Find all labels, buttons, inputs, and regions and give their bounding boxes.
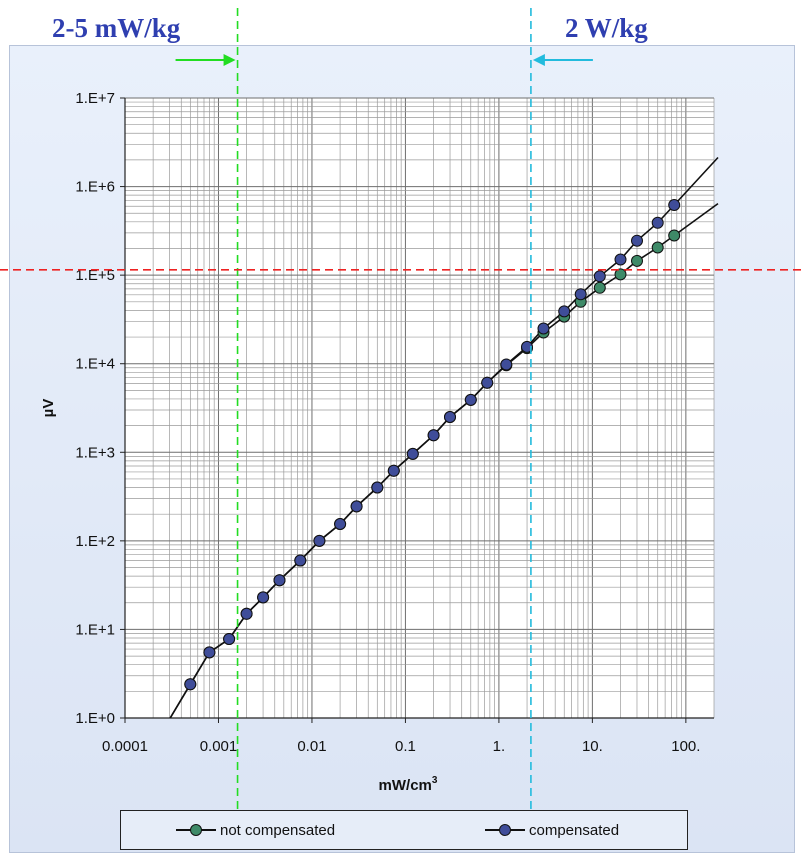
y-tick-label: 1.E+0 xyxy=(75,710,115,727)
data-point-compensated xyxy=(351,501,362,512)
left-annotation: 2-5 mW/kg xyxy=(52,13,180,44)
data-point-compensated xyxy=(652,217,663,228)
data-point-compensated xyxy=(224,634,235,645)
data-point-compensated xyxy=(559,306,570,317)
arrow-head-left xyxy=(224,54,236,66)
y-tick-label: 1.E+1 xyxy=(75,621,115,638)
data-point-not-compensated xyxy=(632,255,643,266)
y-tick-label: 1.E+7 xyxy=(75,90,115,107)
x-tick-label: 1. xyxy=(493,738,506,755)
data-point-compensated xyxy=(388,465,399,476)
data-point-compensated xyxy=(615,254,626,265)
grid-layer xyxy=(125,98,714,718)
legend-label-compensated: compensated xyxy=(529,822,619,839)
data-point-compensated xyxy=(632,235,643,246)
data-point-compensated xyxy=(407,448,418,459)
right-annotation: 2 W/kg xyxy=(565,13,648,44)
data-point-compensated xyxy=(482,377,493,388)
arrow-head-right xyxy=(533,54,545,66)
x-tick-label: 0.001 xyxy=(200,738,238,755)
y-tick-label: 1.E+2 xyxy=(75,533,115,550)
data-point-compensated xyxy=(204,647,215,658)
x-tick-label: 0.01 xyxy=(297,738,326,755)
data-point-compensated xyxy=(241,608,252,619)
data-point-not-compensated xyxy=(652,242,663,253)
legend-swatch-compensated xyxy=(485,823,525,837)
y-tick-label: 1.E+4 xyxy=(75,356,115,373)
plot-area xyxy=(125,98,714,718)
y-axis-title: µV xyxy=(40,399,57,418)
data-point-compensated xyxy=(538,323,549,334)
data-point-compensated xyxy=(295,555,306,566)
y-tick-label: 1.E+3 xyxy=(75,444,115,461)
data-point-compensated xyxy=(669,200,680,211)
data-point-not-compensated xyxy=(594,282,605,293)
data-point-compensated xyxy=(575,289,586,300)
data-point-compensated xyxy=(372,482,383,493)
data-point-compensated xyxy=(594,271,605,282)
data-point-compensated xyxy=(274,575,285,586)
data-point-compensated xyxy=(501,359,512,370)
data-point-compensated xyxy=(314,535,325,546)
legend: not compensated compensated xyxy=(120,810,688,850)
legend-label-not-compensated: not compensated xyxy=(220,822,335,839)
y-tick-label: 1.E+6 xyxy=(75,179,115,196)
x-tick-label: 0.0001 xyxy=(102,738,148,755)
data-point-compensated xyxy=(445,412,456,423)
legend-item-compensated: compensated xyxy=(485,811,619,849)
x-axis-title: mW/cm3 xyxy=(379,775,438,794)
data-point-compensated xyxy=(465,394,476,405)
data-point-compensated xyxy=(428,430,439,441)
x-tick-label: 0.1 xyxy=(395,738,416,755)
data-point-compensated xyxy=(185,679,196,690)
data-point-compensated xyxy=(258,592,269,603)
data-point-compensated xyxy=(335,519,346,530)
x-tick-label: 100. xyxy=(671,738,700,755)
legend-swatch-not-compensated xyxy=(176,823,216,837)
x-tick-label: 10. xyxy=(582,738,603,755)
data-point-not-compensated xyxy=(669,230,680,241)
legend-item-not-compensated: not compensated xyxy=(176,811,335,849)
